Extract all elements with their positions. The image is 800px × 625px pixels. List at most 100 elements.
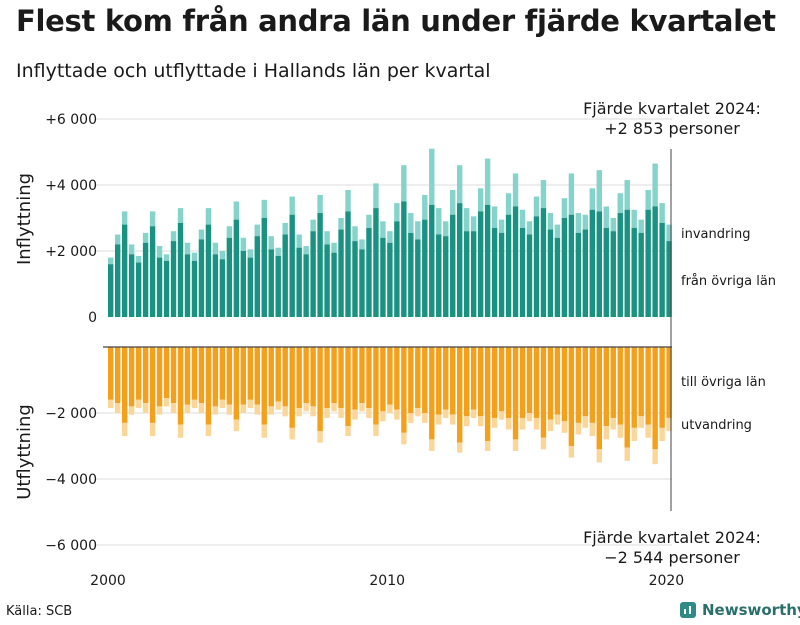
bar-till-ovriga-lan (463, 347, 470, 417)
bar-utvandring (108, 399, 114, 409)
bar-utvandring (554, 414, 561, 425)
bar-utvandring (498, 411, 505, 420)
bar-till-ovriga-lan (114, 347, 121, 404)
bar-utvandring (624, 447, 630, 461)
annotation-top-line2: +2 853 personer (604, 119, 740, 138)
bar-till-ovriga-lan (617, 347, 623, 425)
legend-till-ovriga-lan: till övriga län (681, 375, 766, 390)
bar-utvandring (617, 424, 623, 438)
bar-till-ovriga-lan (254, 347, 260, 405)
bar-invandring (610, 218, 616, 232)
bar-till-ovriga-lan (638, 347, 644, 417)
bar-fran-ovriga-lan (526, 234, 533, 317)
bar-fran-ovriga-lan (149, 226, 156, 317)
bar-invandring (547, 213, 554, 230)
bar-invandring (457, 165, 463, 204)
bar-utvandring (247, 399, 253, 409)
bar-invandring (561, 198, 568, 218)
bar-utvandring (240, 404, 247, 413)
bar-fran-ovriga-lan (212, 254, 219, 317)
bar-fran-ovriga-lan (114, 244, 121, 317)
bar-till-ovriga-lan (268, 347, 274, 407)
bar-invandring (575, 213, 582, 233)
bar-invandring (463, 208, 470, 232)
bar-fran-ovriga-lan (184, 254, 191, 317)
bar-invandring (519, 209, 526, 228)
bar-utvandring (470, 409, 477, 418)
bar-fran-ovriga-lan (617, 213, 623, 317)
bar-fran-ovriga-lan (219, 259, 226, 317)
bar-till-ovriga-lan (366, 347, 372, 409)
bar-till-ovriga-lan (596, 347, 602, 450)
bar-fran-ovriga-lan (610, 231, 616, 317)
bar-utvandring (233, 419, 240, 432)
bar-utvandring (596, 449, 602, 463)
bar-utvandring (156, 406, 163, 415)
x-axis-ticks: 2000 2010 2020 (90, 573, 684, 589)
bar-invandring (373, 183, 379, 209)
bar-invandring (491, 206, 498, 228)
newsworthy-logo[interactable]: Newsworthy (680, 601, 800, 619)
bar-till-ovriga-lan (163, 347, 170, 399)
bars (108, 148, 672, 465)
bar-till-ovriga-lan (645, 347, 651, 425)
bar-invandring (366, 214, 372, 228)
bar-utvandring (575, 422, 582, 435)
bar-till-ovriga-lan (624, 347, 630, 448)
bar-till-ovriga-lan (191, 347, 198, 400)
bar-utvandring (373, 424, 379, 437)
bar-till-ovriga-lan (575, 347, 582, 423)
bar-utvandring (198, 403, 205, 413)
bar-utvandring (610, 417, 616, 430)
bar-fran-ovriga-lan (631, 227, 637, 317)
bar-fran-ovriga-lan (484, 204, 491, 317)
bar-invandring (450, 189, 456, 215)
bar-utvandring (603, 426, 609, 440)
bar-till-ovriga-lan (443, 347, 449, 410)
bar-till-ovriga-lan (359, 347, 365, 404)
bar-utvandring (645, 424, 651, 438)
bar-invandring (121, 211, 128, 225)
bar-invandring (338, 218, 344, 230)
bar-utvandring (533, 417, 540, 430)
bar-fran-ovriga-lan (324, 244, 330, 317)
bar-utvandring (282, 406, 288, 417)
bar-invandring (135, 255, 142, 263)
bar-invandring (443, 221, 449, 237)
bar-invandring (184, 242, 191, 255)
bar-invandring (352, 226, 358, 242)
bar-fran-ovriga-lan (261, 218, 267, 317)
bar-till-ovriga-lan (408, 347, 414, 413)
bar-fran-ovriga-lan (568, 214, 575, 317)
x-tick-label: 2020 (649, 573, 685, 589)
y-tick-label: +6 000 (45, 112, 97, 128)
bar-invandring (296, 234, 302, 248)
bar-utvandring (226, 404, 233, 415)
bar-invandring (240, 237, 247, 251)
bar-utvandring (512, 439, 519, 451)
bar-invandring (540, 180, 547, 209)
bar-invandring (603, 206, 609, 228)
bar-fran-ovriga-lan (387, 242, 393, 317)
bar-till-ovriga-lan (282, 347, 288, 407)
bar-utvandring (582, 416, 589, 428)
bar-fran-ovriga-lan (177, 222, 184, 317)
annotation-bottom-line2: −2 544 personer (604, 548, 740, 567)
bar-utvandring (331, 403, 337, 412)
bar-utvandring (191, 399, 198, 409)
bar-fran-ovriga-lan (163, 260, 170, 317)
bar-till-ovriga-lan (380, 347, 386, 412)
bar-till-ovriga-lan (540, 347, 547, 438)
bar-till-ovriga-lan (317, 347, 323, 432)
grid (95, 118, 672, 546)
bar-till-ovriga-lan (233, 347, 240, 420)
bar-till-ovriga-lan (561, 347, 568, 422)
bar-till-ovriga-lan (184, 347, 191, 405)
bar-fran-ovriga-lan (268, 249, 274, 317)
bar-invandring (233, 201, 240, 220)
bar-utvandring (505, 417, 512, 430)
bar-till-ovriga-lan (610, 347, 616, 418)
bar-till-ovriga-lan (470, 347, 477, 410)
bar-utvandring (212, 406, 219, 415)
bar-utvandring (638, 416, 644, 428)
